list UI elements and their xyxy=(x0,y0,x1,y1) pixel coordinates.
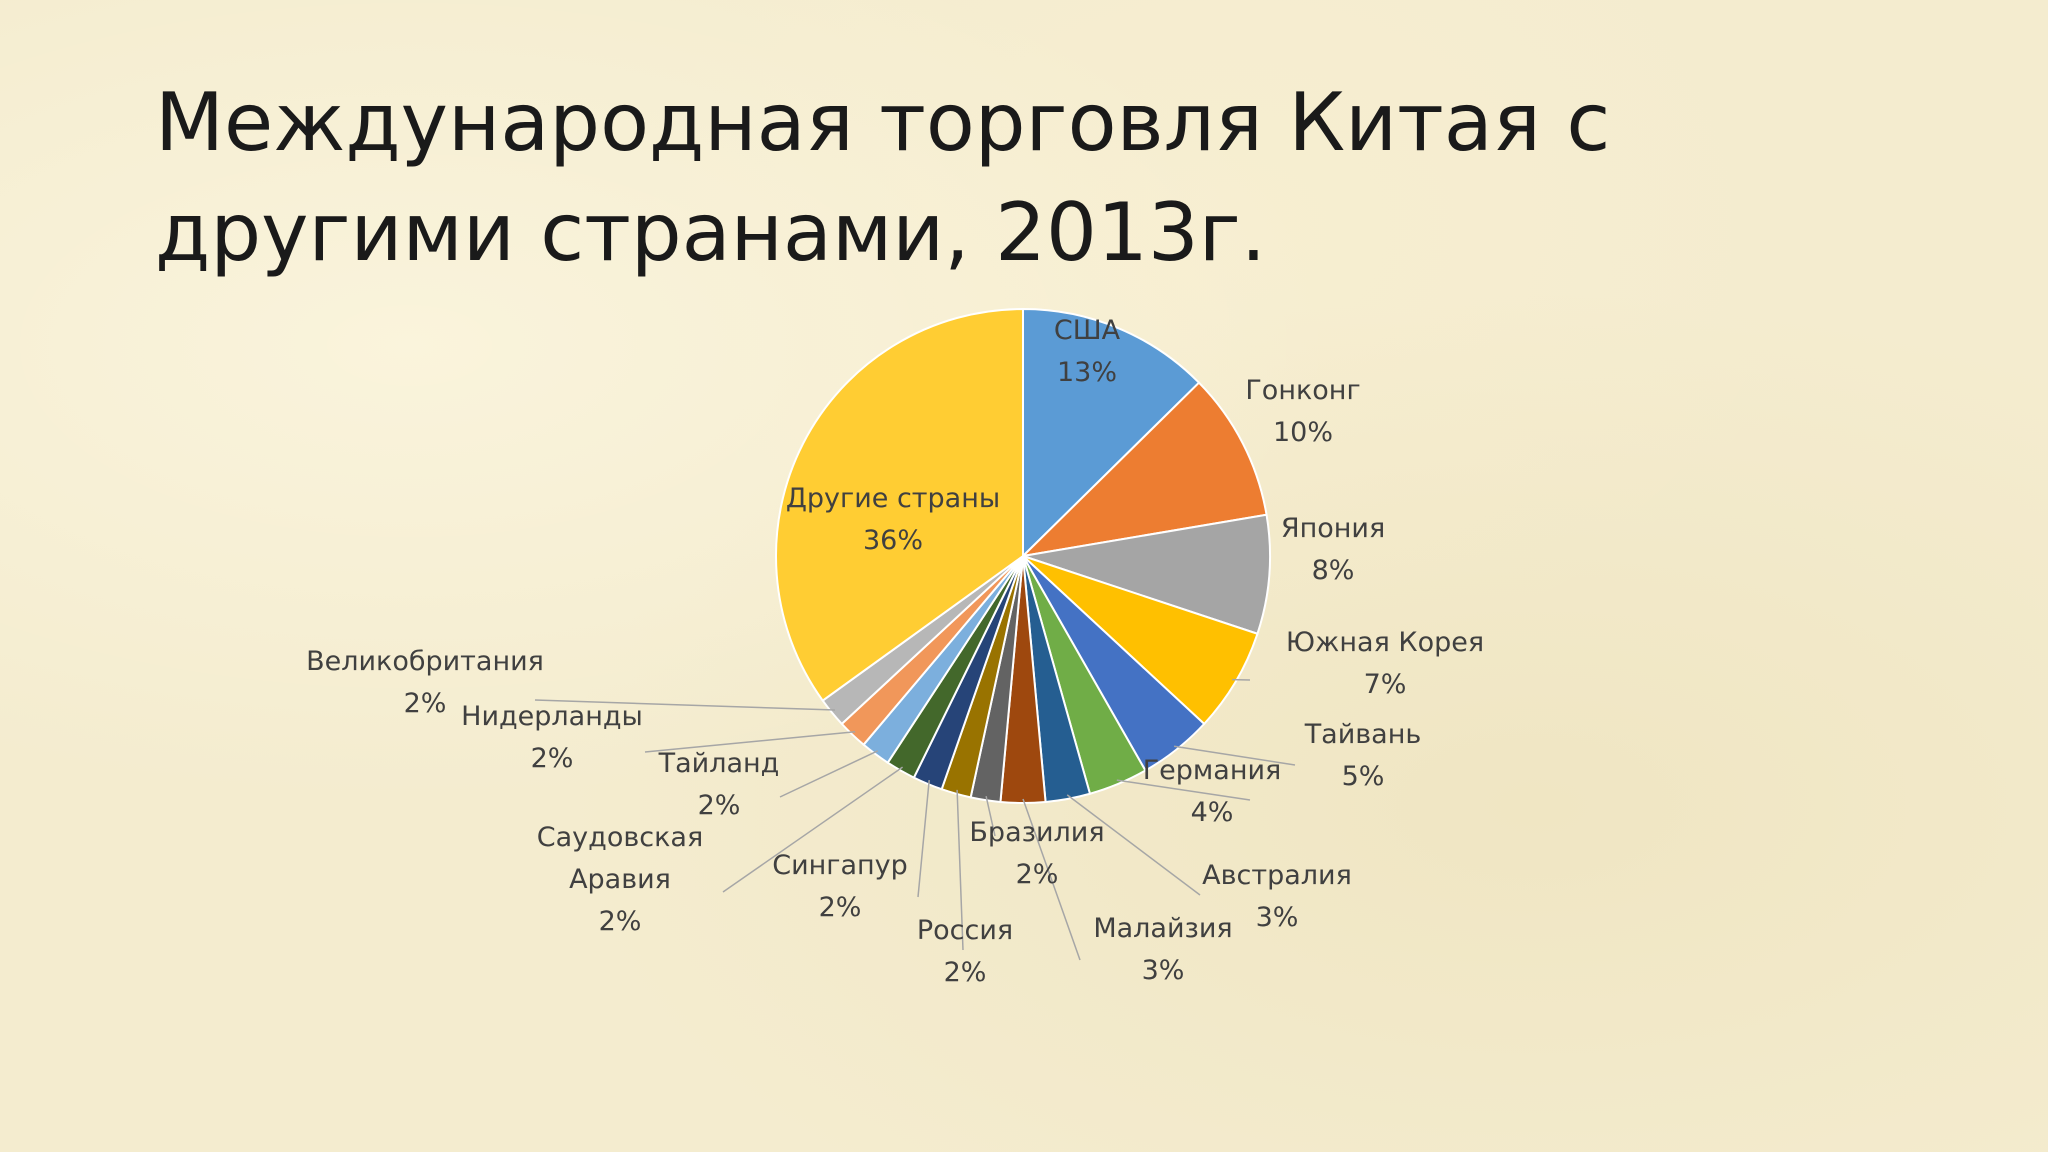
leader-line xyxy=(779,750,879,798)
leader-line xyxy=(722,766,904,893)
slice-label: США 13% xyxy=(1054,315,1121,388)
leader-line xyxy=(917,780,930,898)
data-labels: США 13% Гонконг 10% Япония 8% Южная Корея 7% Тай… xyxy=(306,315,1484,988)
slice-label: Малайзия 3% xyxy=(1093,913,1232,986)
slide-title: Международная торговля Китая с другими с… xyxy=(155,76,1611,279)
slice-label: Россия 2% xyxy=(917,915,1013,988)
pie-slice xyxy=(1022,513,1271,636)
leader-line xyxy=(1066,794,1201,896)
slice-label: Гонконг 10% xyxy=(1245,375,1360,448)
pie-slice xyxy=(775,307,1024,702)
slice-label: Австралия 3% xyxy=(1202,860,1352,933)
leader-line xyxy=(1173,745,1296,766)
slice-label: Сингапур 2% xyxy=(772,850,908,923)
slice-label: Тайланд 2% xyxy=(658,748,780,821)
slice-label: Великобритания 2% xyxy=(306,646,544,719)
slice-label: Саудовская Аравия 2% xyxy=(537,822,703,937)
leader-line xyxy=(534,699,836,711)
slice-label: Германия 4% xyxy=(1143,755,1282,828)
slice-label: Япония 8% xyxy=(1281,513,1385,586)
leader-line xyxy=(644,730,856,753)
slice-label: Другие страны 36% xyxy=(786,483,1000,556)
slice-label: Бразилия 2% xyxy=(969,817,1104,890)
leader-line xyxy=(1116,779,1251,801)
leader-lines xyxy=(534,678,1296,961)
leader-line xyxy=(985,796,996,837)
slice-label: Тайвань 5% xyxy=(1304,719,1422,792)
slice-label: Южная Корея 7% xyxy=(1286,627,1484,700)
leader-line xyxy=(1022,798,1081,961)
pie-slice xyxy=(1020,381,1268,558)
slice-label: Нидерланды 2% xyxy=(461,701,643,774)
pie-slice xyxy=(1022,555,1259,726)
leader-line xyxy=(956,789,964,951)
pie-slices xyxy=(775,307,1271,805)
pie-slice xyxy=(1022,307,1201,559)
